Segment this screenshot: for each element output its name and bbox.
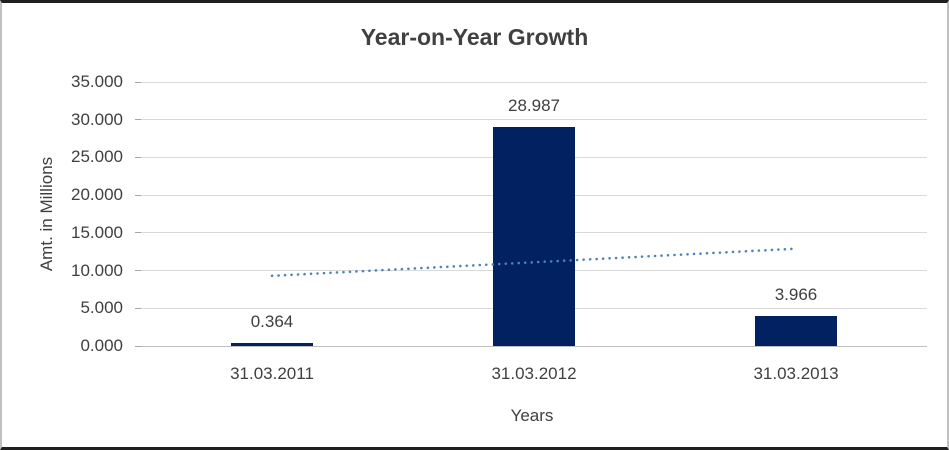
trendline-layer (270, 247, 798, 278)
y-tick-label: 30.000 (71, 109, 123, 129)
bar (231, 343, 313, 346)
y-tick-label: 25.000 (71, 147, 123, 167)
y-axis-tick (135, 81, 141, 83)
x-tick-label: 31.03.2011 (230, 364, 314, 383)
y-axis-tick (135, 119, 141, 121)
y-tick-label: 0.000 (80, 336, 123, 355)
y-axis-tick (135, 194, 141, 196)
y-axis-tick (135, 156, 141, 158)
y-axis-tick (135, 270, 141, 272)
gridline (141, 81, 927, 83)
bar-value-label: 28.987 (508, 96, 560, 116)
y-tick-label: 35.000 (71, 72, 123, 91)
gridline (141, 119, 927, 121)
chart-title: Year-on-Year Growth (360, 24, 589, 50)
bar-value-label: 3.966 (774, 285, 818, 305)
y-tick-label: 20.000 (71, 185, 123, 205)
y-axis-tick (135, 307, 141, 309)
y-axis-title: Amt. in Millions (37, 156, 56, 272)
x-tick-label: 31.03.2013 (753, 364, 839, 383)
y-tick-label: 10.000 (71, 260, 123, 280)
x-axis-title: Years (510, 406, 554, 425)
y-axis-tick (135, 345, 141, 347)
bar (755, 316, 837, 346)
y-tick-label: 5.000 (80, 298, 123, 318)
x-tick-label: 31.03.2012 (491, 364, 577, 383)
trendline (270, 247, 798, 278)
bar (493, 127, 575, 346)
gridline (141, 345, 927, 347)
bar-value-label: 0.364 (250, 312, 294, 332)
y-axis-tick (135, 232, 141, 234)
y-tick-label: 15.000 (71, 222, 123, 242)
